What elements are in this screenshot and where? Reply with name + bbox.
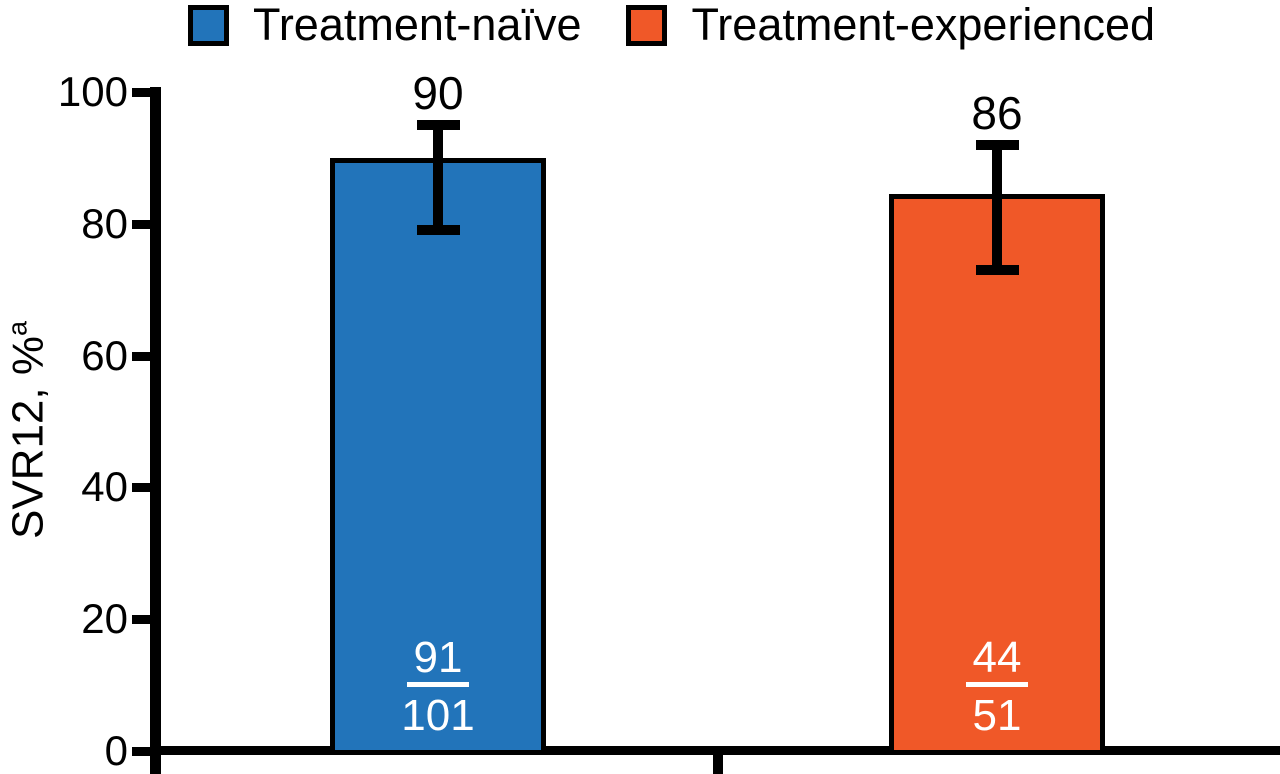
- error-bar-line-0: [433, 124, 443, 231]
- legend-label-treatment-experienced: Treatment-experienced: [691, 0, 1156, 50]
- y-axis-tick-100: [132, 88, 161, 97]
- error-bar-cap-top-0: [417, 119, 460, 130]
- y-axis-tick-label-60: 60: [81, 331, 128, 379]
- y-axis-line: [150, 87, 161, 774]
- y-axis-tick-label-80: 80: [81, 199, 128, 247]
- bar-value-label-0: 90: [412, 66, 464, 119]
- error-bar-cap-bottom-0: [417, 225, 460, 236]
- error-bar-cap-top-1: [976, 139, 1019, 150]
- fraction-denominator-1: 51: [972, 691, 1022, 740]
- fraction-numerator-1: 44: [965, 636, 1029, 687]
- y-axis-tick-40: [132, 483, 161, 493]
- legend: Treatment-naïve Treatment-experienced: [188, 1, 1155, 49]
- y-axis-title: SVR12, %a: [3, 321, 54, 539]
- y-axis-tick-80: [132, 219, 161, 229]
- fraction-denominator-0: 101: [401, 691, 475, 740]
- y-axis-tick-label-40: 40: [81, 463, 128, 511]
- y-axis-tick-label-0: 0: [104, 727, 128, 774]
- bar-treatment-naive: [330, 157, 546, 755]
- y-axis-title-superscript: a: [2, 320, 33, 337]
- y-axis-tick-20: [132, 615, 161, 625]
- y-axis-title-text: SVR12, %: [3, 336, 53, 540]
- bar-treatment-experienced: [889, 194, 1105, 755]
- legend-label-treatment-naive: Treatment-naïve: [253, 0, 582, 50]
- legend-swatch-treatment-experienced-icon: [626, 4, 668, 46]
- fraction-numerator-0: 91: [406, 636, 470, 687]
- bar-fraction-0: 91 101: [353, 636, 523, 738]
- error-bar-line-1: [992, 144, 1002, 270]
- bar-fraction-1: 44 51: [912, 636, 1082, 738]
- bar-value-label-1: 86: [971, 86, 1023, 139]
- x-axis-tick-divider: [713, 755, 723, 774]
- y-axis-tick-label-20: 20: [81, 595, 128, 643]
- y-axis-tick-0: [132, 747, 161, 756]
- x-axis-line: [150, 746, 1280, 755]
- y-axis-tick-label-100: 100: [57, 68, 128, 115]
- legend-swatch-treatment-naive-icon: [188, 4, 229, 46]
- legend-item-treatment-naive: Treatment-naïve: [188, 1, 581, 49]
- legend-item-treatment-experienced: Treatment-experienced: [626, 1, 1155, 49]
- y-axis-tick-60: [132, 351, 161, 361]
- error-bar-cap-bottom-1: [976, 264, 1019, 275]
